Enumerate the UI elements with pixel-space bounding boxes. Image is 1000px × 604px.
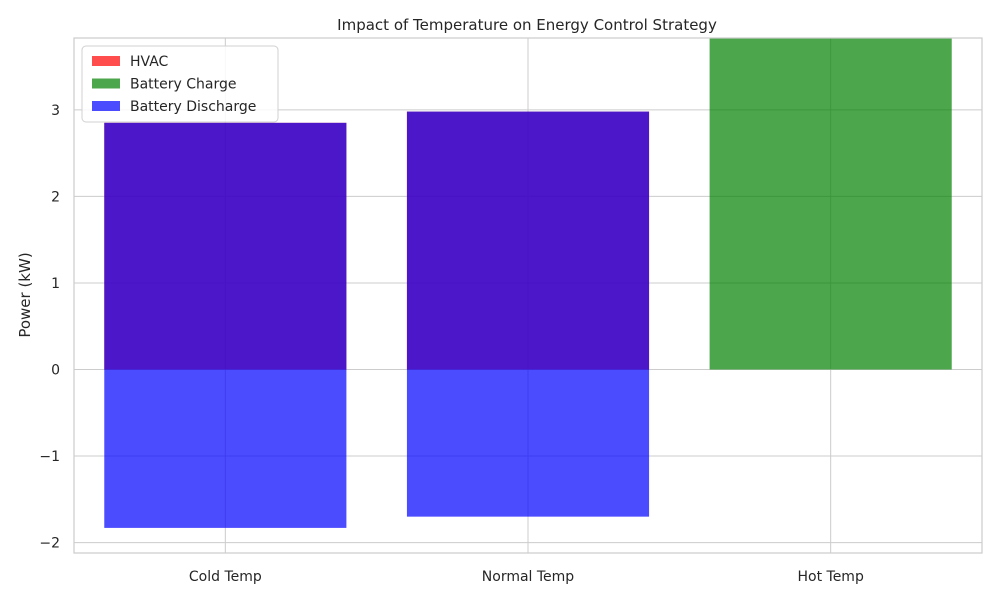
y-tick-label: 0 [51,363,60,379]
x-tick-label: Cold Temp [189,569,262,585]
x-tick-label: Normal Temp [482,569,575,585]
bars-layer [104,38,952,528]
legend: HVAC Battery Charge Battery Discharge [81,45,279,123]
legend-swatch [92,101,120,111]
bar-battery-discharge [104,369,347,528]
legend-label: Battery Discharge [130,99,256,115]
x-tick-label: Hot Temp [797,569,863,585]
bar-battery-charge [709,38,952,370]
y-axis-title: Power (kW) [16,252,34,337]
legend-swatch [92,78,120,89]
legend-label: Battery Charge [130,77,237,93]
legend-label: HVAC [130,54,169,70]
bar-battery-discharge [104,122,347,370]
bar-battery-discharge [406,111,650,370]
legend-box [81,45,279,123]
y-tick-label: 1 [51,276,60,292]
axes-layer: −2 −1 0 1 2 3 Cold Temp Normal Temp Hot Temp [39,37,983,585]
y-tick-label: 2 [51,189,60,205]
y-tick-label: −2 [39,536,60,552]
plot-frame [73,37,983,554]
legend-swatch [92,56,120,66]
chart-title: Impact of Temperature on Energy Control … [337,16,717,34]
bar-battery-discharge [406,369,650,517]
y-tick-label: −1 [39,449,60,465]
y-tick-label: 3 [51,103,60,119]
